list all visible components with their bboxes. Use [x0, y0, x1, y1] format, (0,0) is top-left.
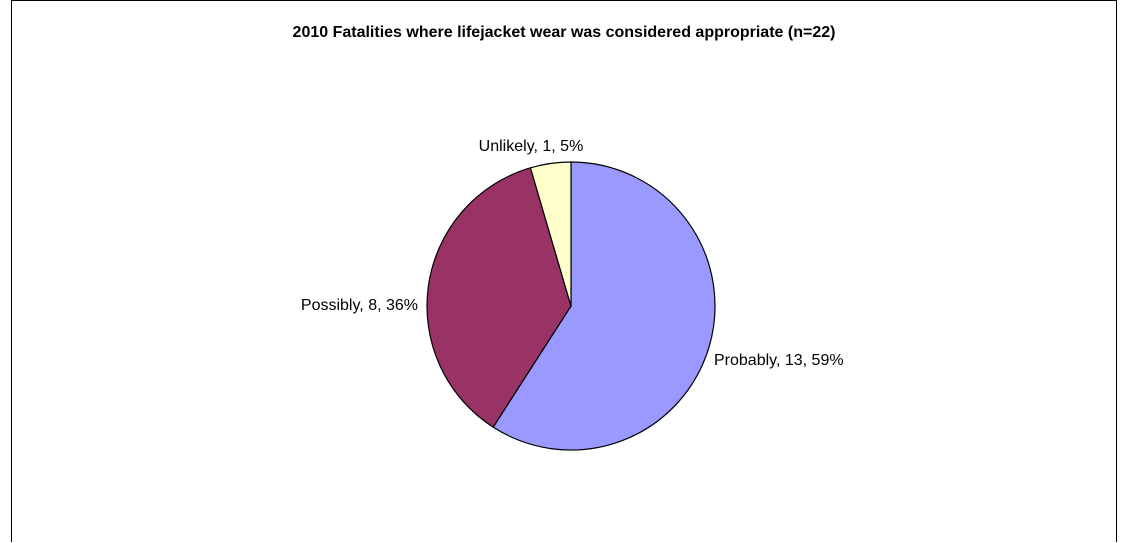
pie-slice-unlikely — [529, 161, 572, 307]
pie-labels: Probably, 13, 59% Possibly, 8, 36% Unlikel… — [301, 138, 844, 369]
chart-frame: 2010 Fatalities where lifejacket wear wa… — [11, 0, 1117, 542]
slice-label-unlikely: Unlikely, 1, 5% — [479, 138, 584, 155]
slice-label-possibly: Possibly, 8, 36% — [301, 297, 418, 314]
chart-title: 2010 Fatalities where lifejacket wear wa… — [292, 24, 836, 41]
pie-slice-possibly — [426, 167, 572, 428]
pie-slices — [426, 161, 716, 451]
slice-label-probably: Probably, 13, 59% — [714, 352, 844, 369]
pie-chart: Probably, 13, 59% Possibly, 8, 36% Unlikel… — [301, 138, 844, 451]
pie-slice-probably — [492, 161, 716, 451]
